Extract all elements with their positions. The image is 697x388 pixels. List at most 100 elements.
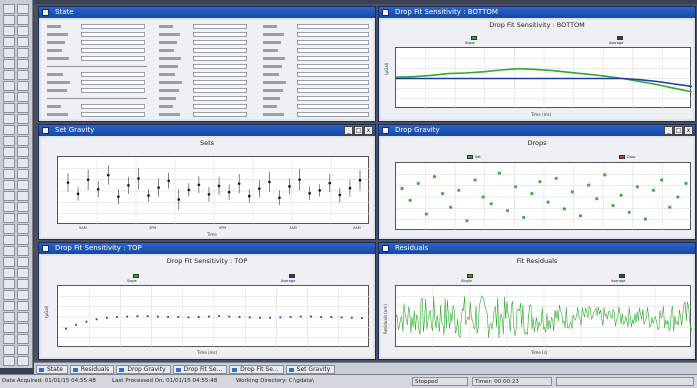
taskbar-item-drop-fit-bottom[interactable]: Drop Fit Se... bbox=[229, 364, 284, 374]
toolbar-button[interactable] bbox=[3, 125, 15, 135]
toolbar-button[interactable] bbox=[17, 235, 29, 245]
bottom-sensitivity-titlebar[interactable]: Drop Fit Sensitivity : BOTTOM bbox=[379, 7, 695, 18]
toolbar-button[interactable] bbox=[3, 70, 15, 80]
toolbar-button[interactable] bbox=[17, 169, 29, 179]
toolbar-button[interactable] bbox=[17, 81, 29, 91]
toolbar-button[interactable] bbox=[3, 15, 15, 25]
toolbar-button[interactable] bbox=[17, 246, 29, 256]
toolbar-button[interactable] bbox=[17, 147, 29, 157]
toolbar-button[interactable] bbox=[17, 59, 29, 69]
drop-gravity-window[interactable]: Drop Gravity _ □ x Drops Set Drop bbox=[378, 124, 696, 240]
toolbar-button[interactable] bbox=[17, 279, 29, 289]
toolbar-button[interactable] bbox=[17, 191, 29, 201]
toolbar-button[interactable] bbox=[17, 136, 29, 146]
set-gravity-window[interactable]: Set Gravity _ □ x Sets 9AM 3PM 9PM 3AM 9… bbox=[38, 124, 376, 240]
toolbar-button[interactable] bbox=[3, 37, 15, 47]
toolbar-button[interactable] bbox=[17, 312, 29, 322]
minimize-button[interactable]: _ bbox=[344, 126, 353, 135]
legend-label-average: Average bbox=[609, 41, 624, 45]
toolbar-button[interactable] bbox=[17, 345, 29, 355]
toolbar-button[interactable] bbox=[17, 213, 29, 223]
top-sensitivity-titlebar[interactable]: Drop Fit Sensitivity : TOP bbox=[39, 243, 375, 254]
toolbar-button[interactable] bbox=[3, 59, 15, 69]
toolbar-button[interactable] bbox=[17, 158, 29, 168]
maximize-button[interactable]: □ bbox=[354, 126, 363, 135]
state-window-titlebar[interactable]: State bbox=[39, 7, 375, 18]
toolbar-button[interactable] bbox=[3, 323, 15, 333]
toolbar-button[interactable] bbox=[17, 334, 29, 344]
residuals-titlebar[interactable]: Residuals bbox=[379, 243, 695, 254]
toolbar-button[interactable] bbox=[17, 268, 29, 278]
toolbar-button[interactable] bbox=[17, 224, 29, 234]
taskbar-item-drop-fit-top[interactable]: Drop Fit Se... bbox=[172, 364, 228, 374]
status-last-processed: Last Processed On: 01/01/15 04:55:48 bbox=[112, 378, 218, 384]
toolbar-button[interactable] bbox=[3, 356, 15, 366]
maximize-button[interactable]: □ bbox=[674, 126, 683, 135]
toolbar-button[interactable] bbox=[3, 235, 15, 245]
toolbar-button[interactable] bbox=[17, 37, 29, 47]
toolbar-button[interactable] bbox=[17, 4, 29, 14]
close-button[interactable]: x bbox=[684, 126, 693, 135]
toolbar-button[interactable] bbox=[3, 268, 15, 278]
data-point bbox=[259, 316, 261, 319]
taskbar-item-state[interactable]: State bbox=[36, 364, 68, 374]
state-separator bbox=[47, 66, 147, 67]
toolbar-button[interactable] bbox=[3, 4, 15, 14]
taskbar-item-residuals[interactable]: Residuals bbox=[69, 364, 115, 374]
toolbar-button[interactable] bbox=[3, 279, 15, 289]
close-button[interactable]: x bbox=[364, 126, 373, 135]
toolbar-button[interactable] bbox=[17, 125, 29, 135]
toolbar-button[interactable] bbox=[17, 48, 29, 58]
toolbar-button[interactable] bbox=[3, 257, 15, 267]
toolbar-button[interactable] bbox=[3, 334, 15, 344]
toolbar-button[interactable] bbox=[17, 180, 29, 190]
toolbar-button[interactable] bbox=[3, 301, 15, 311]
data-point bbox=[227, 190, 231, 194]
toolbar-button[interactable] bbox=[3, 213, 15, 223]
toolbar-button[interactable] bbox=[3, 136, 15, 146]
set-gravity-titlebar[interactable]: Set Gravity _ □ x bbox=[39, 125, 375, 136]
toolbar-button[interactable] bbox=[17, 70, 29, 80]
drop-gravity-panel: Drops Set Drop bbox=[381, 138, 693, 237]
minimize-button[interactable]: _ bbox=[664, 126, 673, 135]
toolbar-button[interactable] bbox=[17, 26, 29, 36]
toolbar-button[interactable] bbox=[3, 92, 15, 102]
toolbar-button[interactable] bbox=[17, 202, 29, 212]
toolbar-button[interactable] bbox=[17, 356, 29, 366]
toolbar-button[interactable] bbox=[3, 246, 15, 256]
toolbar-button[interactable] bbox=[3, 224, 15, 234]
toolbar-button[interactable] bbox=[3, 48, 15, 58]
toolbar-button[interactable] bbox=[3, 114, 15, 124]
toolbar-button[interactable] bbox=[3, 312, 15, 322]
toolbar-button[interactable] bbox=[3, 158, 15, 168]
top-sensitivity-window[interactable]: Drop Fit Sensitivity : TOP Drop Fit Sens… bbox=[38, 242, 376, 360]
state-window[interactable]: State bbox=[38, 6, 376, 122]
toolbar-button[interactable] bbox=[3, 103, 15, 113]
toolbar-button[interactable] bbox=[3, 169, 15, 179]
residuals-window[interactable]: Residuals Fit Residuals Single Average R… bbox=[378, 242, 696, 360]
toolbar-button[interactable] bbox=[3, 81, 15, 91]
data-point bbox=[684, 181, 688, 185]
toolbar-button[interactable] bbox=[3, 345, 15, 355]
drop-gravity-titlebar[interactable]: Drop Gravity _ □ x bbox=[379, 125, 695, 136]
toolbar-button[interactable] bbox=[3, 202, 15, 212]
toolbar-button[interactable] bbox=[3, 147, 15, 157]
toolbar-button[interactable] bbox=[17, 301, 29, 311]
toolbar-button[interactable] bbox=[3, 290, 15, 300]
toolbar-button[interactable] bbox=[17, 15, 29, 25]
toolbar-button[interactable] bbox=[17, 114, 29, 124]
toolbar-button[interactable] bbox=[17, 257, 29, 267]
toolbar-button[interactable] bbox=[17, 103, 29, 113]
taskbar-item-set-gravity[interactable]: Set Gravity bbox=[285, 364, 336, 374]
taskbar-item-drop-gravity[interactable]: Drop Gravity bbox=[116, 364, 171, 374]
data-point bbox=[207, 193, 211, 196]
toolbar-button[interactable] bbox=[17, 92, 29, 102]
toolbar-button[interactable] bbox=[3, 26, 15, 36]
bottom-sensitivity-window[interactable]: Drop Fit Sensitivity : BOTTOM Drop Fit S… bbox=[378, 6, 696, 122]
toolbar-button[interactable] bbox=[3, 191, 15, 201]
data-point bbox=[116, 316, 118, 318]
toolbar-button[interactable] bbox=[17, 290, 29, 300]
toolbar-button[interactable] bbox=[17, 323, 29, 333]
state-field-label bbox=[263, 25, 277, 28]
toolbar-button[interactable] bbox=[3, 180, 15, 190]
